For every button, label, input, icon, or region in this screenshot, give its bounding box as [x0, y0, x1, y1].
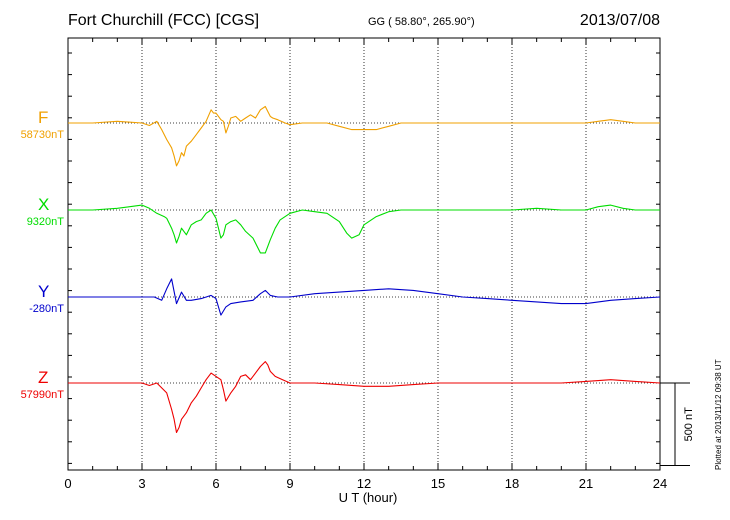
channel-label-z: Z — [38, 368, 49, 387]
x-tick-label: 6 — [212, 476, 219, 491]
baseline-label-y: -280nT — [29, 303, 64, 315]
baseline-label-x: 9320nT — [26, 216, 64, 228]
baseline-label-z: 57990nT — [20, 389, 64, 401]
trace-f — [68, 105, 660, 167]
station-title: Fort Churchill (FCC) [CGS] — [68, 12, 260, 29]
station-coordinates: GG ( 58.80°, 265.90°) — [368, 16, 475, 28]
x-tick-label: 24 — [653, 476, 667, 491]
x-tick-labels: 0 3 6 9 12 15 18 21 24 — [64, 476, 667, 491]
data-traces — [68, 105, 661, 434]
scale-bar: 500 nT — [660, 382, 695, 466]
trace-x — [68, 204, 660, 254]
grid-lines — [68, 38, 660, 470]
x-tick-label: 18 — [505, 476, 519, 491]
baseline-label-f: 58730nT — [20, 129, 64, 141]
x-tick-label: 9 — [286, 476, 293, 491]
trace-z — [68, 361, 661, 434]
x-tick-label: 12 — [357, 476, 371, 491]
x-tick-label: 15 — [431, 476, 445, 491]
scale-bar-label: 500 nT — [683, 407, 695, 442]
plot-date: 2013/07/08 — [579, 12, 660, 29]
trace-y — [68, 278, 661, 316]
x-axis-label: U T (hour) — [339, 490, 398, 505]
x-tick-label: 3 — [138, 476, 145, 491]
axis-ticks — [67, 38, 661, 470]
channel-label-x: X — [38, 195, 50, 214]
channel-label-y: Y — [38, 282, 50, 301]
channel-label-f: F — [38, 108, 49, 127]
x-tick-label: 21 — [579, 476, 593, 491]
x-tick-label: 0 — [64, 476, 71, 491]
